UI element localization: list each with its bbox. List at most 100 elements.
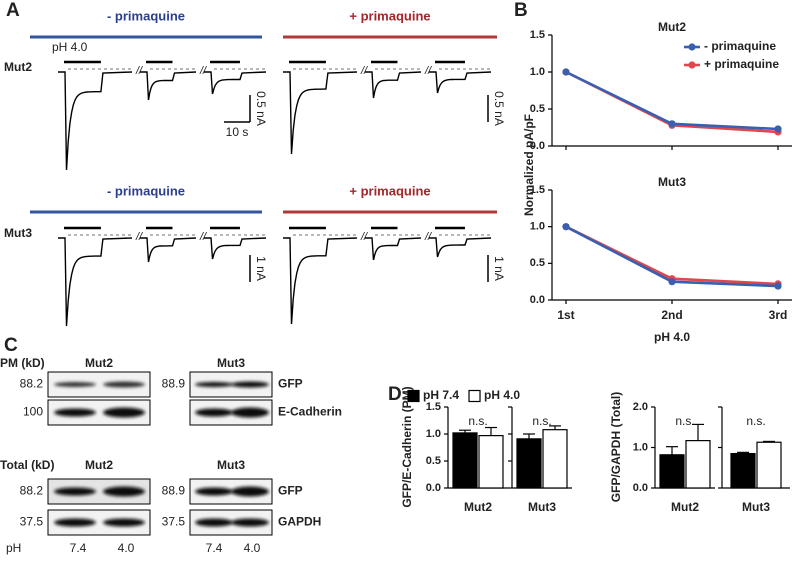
section-header: Total (kD) (0, 458, 54, 472)
legend-label: pH 7.4 (423, 388, 459, 402)
blot-band (231, 381, 269, 388)
legend-swatch (468, 389, 481, 403)
annotation: n.s. (468, 414, 487, 428)
scale-label: 1 nA (492, 256, 506, 281)
marker-label: 88.2 (20, 484, 44, 498)
scale-label: 1 nA (254, 256, 268, 281)
annotation: n.s. (532, 414, 551, 428)
blot-band (195, 518, 233, 527)
break-mark: // (135, 65, 143, 77)
legend-label: + primaquine (704, 57, 779, 71)
scale-label: 0.5 nA (254, 91, 268, 126)
blot-band (54, 408, 96, 417)
current-trace (204, 71, 267, 95)
scale-label: 0.5 nA (492, 91, 506, 126)
current-trace (204, 237, 267, 260)
bar (542, 429, 568, 489)
condition-label: - primaquine (107, 8, 185, 23)
x-axis-label: pH 4.0 (654, 330, 690, 344)
condition-label: - primaquine (107, 183, 185, 198)
ph-value: 4.0 (118, 541, 135, 555)
ph-label: pH (6, 541, 21, 555)
scale-label: 10 s (226, 125, 249, 139)
x-tick-label: Mut2 (671, 500, 699, 514)
blot-band (231, 407, 269, 418)
row-label: Mut3 (4, 226, 32, 240)
bar (478, 435, 504, 489)
y-tick-label: 2.0 (633, 401, 648, 413)
blot-band (54, 487, 96, 496)
bar (730, 452, 756, 489)
blot-band (54, 382, 96, 387)
blot-band (231, 518, 269, 527)
marker-label: 88.9 (162, 377, 186, 391)
x-tick-label: Mut2 (464, 500, 492, 514)
y-tick-label: 1.0 (530, 66, 545, 78)
current-trace (365, 237, 422, 261)
current-trace (283, 71, 358, 155)
blot-band (103, 486, 145, 497)
blot-band (195, 382, 233, 387)
protein-label: GFP (278, 377, 303, 391)
panel-label: C (4, 335, 18, 356)
blot-band (231, 486, 269, 497)
current-trace (140, 71, 197, 101)
bar (516, 438, 542, 489)
x-tick-label: 3rd (769, 308, 788, 322)
blot-band (54, 518, 96, 527)
y-tick-label: 0.0 (530, 294, 545, 306)
current-trace (283, 237, 358, 325)
y-tick-label: 0.5 (426, 455, 441, 467)
blot-title: Mut2 (85, 356, 113, 370)
series-point (668, 278, 676, 286)
panel-label: D (388, 384, 402, 405)
marker-label: 37.5 (162, 515, 186, 529)
protein-label: GFP (278, 484, 303, 498)
condition-label: + primaquine (349, 183, 430, 198)
blot-title: Mut3 (217, 356, 245, 370)
marker-label: 37.5 (20, 515, 44, 529)
condition-label: + primaquine (349, 8, 430, 23)
panel-label: A (6, 0, 20, 21)
y-tick-label: 1.0 (426, 428, 441, 440)
y-tick-label: 1.0 (530, 221, 545, 233)
ph-value: 7.4 (206, 541, 223, 555)
y-tick-label: 0.0 (633, 482, 648, 494)
y-tick-label: 1.5 (530, 29, 545, 41)
y-tick-label: 0.0 (530, 140, 545, 152)
break-mark: // (360, 65, 368, 77)
legend-label: - primaquine (704, 39, 776, 53)
current-trace (429, 71, 492, 94)
protein-label: GAPDH (278, 515, 321, 529)
bar (685, 440, 711, 489)
ph-value: 7.4 (70, 541, 87, 555)
break-mark: // (135, 231, 143, 243)
break-mark: // (360, 231, 368, 243)
current-trace (58, 71, 133, 171)
series-point (562, 223, 570, 231)
stimulus-label: pH 4.0 (52, 40, 88, 54)
y-tick-label: 1.5 (426, 401, 441, 413)
break-mark: // (199, 65, 207, 77)
x-tick-label: 2nd (661, 308, 682, 322)
chart-title: Mut3 (658, 175, 686, 189)
current-trace (429, 237, 492, 258)
panel-label: B (514, 0, 528, 21)
ph-value: 4.0 (244, 541, 261, 555)
current-trace (365, 71, 422, 99)
break-mark: // (424, 65, 432, 77)
marker-label: 100 (23, 405, 43, 419)
break-mark: // (424, 231, 432, 243)
x-tick-label: Mut3 (742, 500, 770, 514)
series-point (562, 68, 570, 76)
y-tick-label: 0.5 (530, 103, 545, 115)
blot-band (103, 407, 145, 418)
y-tick-label: 0.5 (530, 257, 545, 269)
annotation: n.s. (746, 414, 765, 428)
legend-swatch (407, 389, 420, 403)
break-mark: // (199, 231, 207, 243)
blot-title: Mut2 (85, 458, 113, 472)
x-tick-label: Mut3 (528, 500, 556, 514)
marker-label: 88.2 (20, 377, 44, 391)
